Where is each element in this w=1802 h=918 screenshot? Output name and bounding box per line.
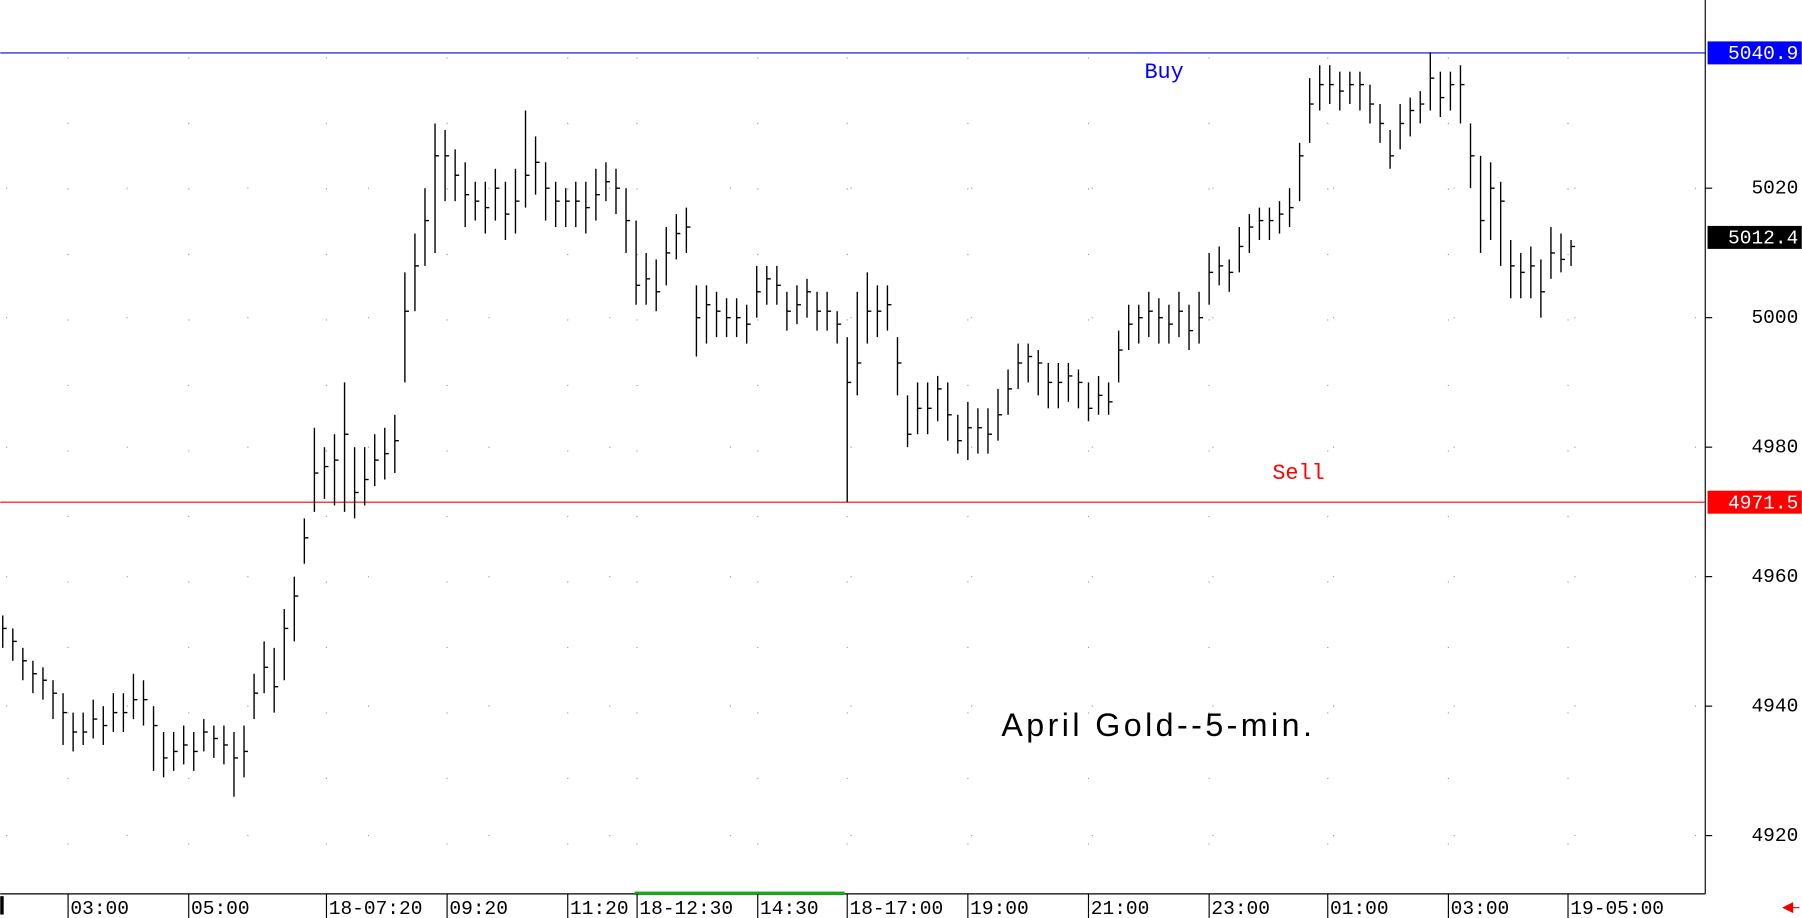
x-tick-label: 21:00 — [1091, 898, 1150, 918]
level-name: Buy — [1144, 60, 1183, 85]
level-name: Sell — [1272, 461, 1324, 486]
x-tick-label: 18-17:00 — [850, 898, 944, 918]
x-tick-label: 18-07:20 — [329, 898, 423, 918]
y-tick-label: 5000 — [1751, 307, 1798, 329]
x-tick-label: 19:00 — [970, 898, 1029, 918]
price-box-label: 4971.5 — [1728, 492, 1798, 514]
x-tick-label: 18-12:30 — [639, 898, 733, 918]
last-price-box — [1707, 225, 1802, 249]
price-box-label: 5040.9 — [1728, 43, 1798, 65]
x-tick-label: 09:20 — [449, 898, 508, 918]
x-tick-label: 03:00 — [1451, 898, 1510, 918]
session-marker — [634, 891, 845, 896]
x-tick-label: 23:00 — [1211, 898, 1270, 918]
y-tick-label: 4940 — [1751, 695, 1798, 717]
last-price-label: 5012.4 — [1728, 228, 1798, 250]
chart-title: April Gold--5-min. — [1001, 707, 1315, 743]
price-box — [1707, 41, 1802, 65]
scroll-arrow[interactable] — [1782, 902, 1800, 914]
x-tick-label: 14:30 — [760, 898, 819, 918]
price-box — [1707, 490, 1802, 514]
x-tick-label: 03:00 — [70, 898, 129, 918]
y-tick-label: 4980 — [1751, 436, 1798, 458]
x-tick-label: 11:20 — [570, 898, 629, 918]
y-tick-label: 4920 — [1751, 825, 1798, 847]
y-tick-label: 5020 — [1751, 177, 1798, 199]
x-tick-label: 05:00 — [191, 898, 250, 918]
x-tick-label: 01:00 — [1330, 898, 1389, 918]
y-tick-label: 4960 — [1751, 566, 1798, 588]
axis-stub — [0, 896, 4, 915]
x-tick-label: 19-05:00 — [1570, 898, 1664, 918]
